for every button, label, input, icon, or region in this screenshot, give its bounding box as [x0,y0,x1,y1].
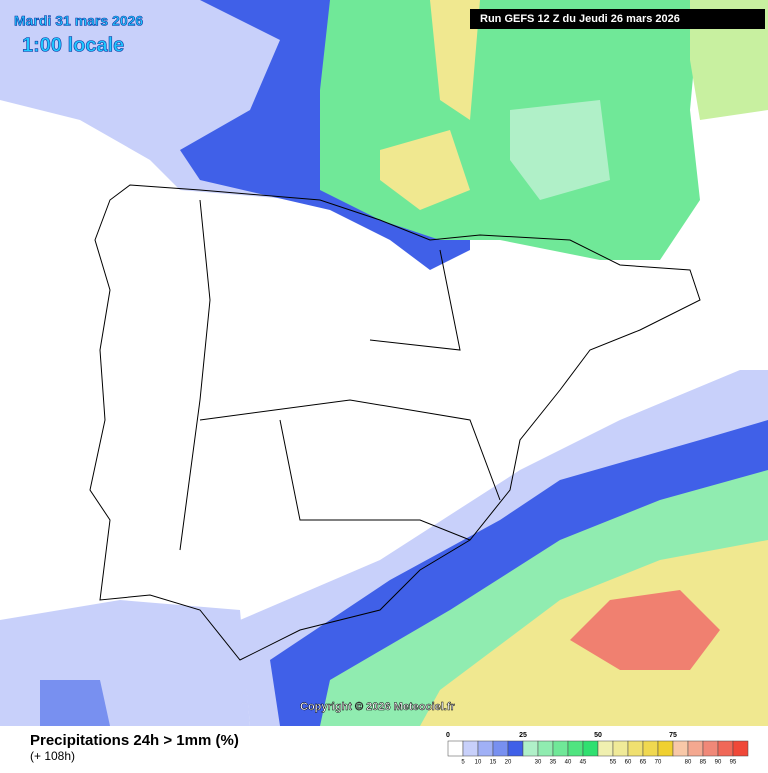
copyright: Copyright © 2026 Meteociel.fr [300,701,456,713]
legend-minor-label: 70 [655,760,662,766]
precipitation-field [0,0,768,726]
run-label: Run GEFS 12 Z du Jeudi 26 mars 2026 [480,13,680,25]
legend-swatch [447,740,464,757]
legend-swatch [552,740,569,757]
legend-swatch [597,740,614,757]
legend-swatch [477,740,494,757]
legend-swatch [567,740,584,757]
legend-swatch [507,740,524,757]
legend-swatch [492,740,509,757]
legend-minor-label: 10 [475,760,482,766]
legend-swatch [672,740,689,757]
legend-minor-label: 95 [730,760,737,766]
legend-minor-label: 90 [715,760,722,766]
legend-swatch [462,740,479,757]
footer-title: Precipitations 24h > 1mm (%) [30,732,239,749]
legend-swatch [522,740,539,757]
legend-minor-label: 15 [490,760,497,766]
legend-minor-label: 20 [505,760,512,766]
legend-major-label: 50 [594,732,602,739]
legend-minor-label: 5 [461,760,465,766]
legend-minor-label: 35 [550,760,557,766]
legend-minor-label: 80 [685,760,692,766]
local-time: 1:00 locale [22,34,124,56]
legend-swatch [657,740,674,757]
legend-minor-label: 85 [700,760,707,766]
legend: 0 25 50 75 5 10 15 20 30 35 40 45 55 60 65 70 80 85 90 95 [446,732,749,766]
legend-major-label: 0 [446,732,450,739]
legend-swatch [717,740,734,757]
legend-minor-label: 65 [640,760,647,766]
date: Mardi 31 mars 2026 [14,13,143,29]
legend-swatch [582,740,599,757]
legend-major-label: 25 [519,732,527,739]
legend-swatch [687,740,704,757]
run-box [470,9,765,29]
lead-time: (+ 108h) [30,749,75,763]
legend-swatch [612,740,629,757]
legend-minor-label: 55 [610,760,617,766]
legend-minor-label: 45 [580,760,587,766]
legend-minor-label: 40 [565,760,572,766]
legend-swatch [642,740,659,757]
legend-swatch [537,740,554,757]
legend-major-label: 75 [669,732,677,739]
legend-swatch [732,740,749,757]
legend-minor-label: 30 [535,760,542,766]
coastline [89,184,701,661]
legend-minor-label: 60 [625,760,632,766]
legend-swatch [702,740,719,757]
legend-swatch [627,740,644,757]
